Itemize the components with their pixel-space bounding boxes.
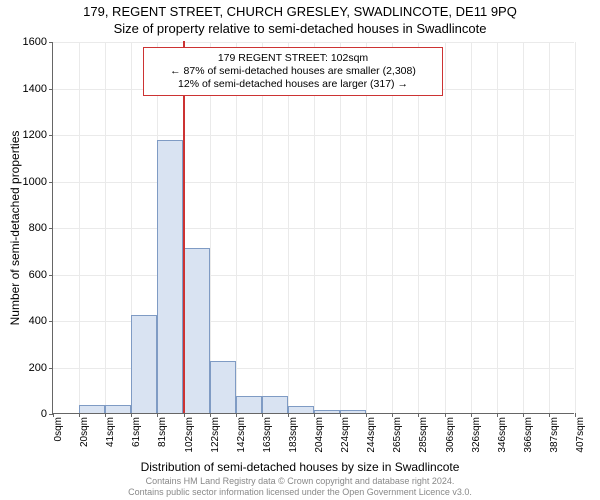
y-tick-mark (49, 228, 53, 229)
x-tick-label: 41sqm (105, 413, 116, 447)
x-tick-label: 326sqm (471, 413, 482, 453)
x-axis-label: Distribution of semi-detached houses by … (0, 460, 600, 474)
y-tick-mark (49, 321, 53, 322)
annotation-line: 179 REGENT STREET: 102sqm (150, 52, 436, 65)
x-tick-label: 204sqm (314, 413, 325, 453)
histogram-bar (79, 405, 105, 413)
gridline-v (262, 42, 263, 413)
x-tick-label: 102sqm (184, 413, 195, 453)
x-tick-label: 346sqm (497, 413, 508, 453)
x-tick-label: 20sqm (79, 413, 90, 447)
x-tick-mark (262, 413, 263, 417)
histogram-bar (314, 410, 340, 413)
histogram-bar (131, 315, 157, 413)
footer-attribution: Contains HM Land Registry data © Crown c… (0, 476, 600, 498)
x-tick-label: 407sqm (575, 413, 586, 453)
gridline-v (418, 42, 419, 413)
x-tick-mark (184, 413, 185, 417)
x-tick-mark (340, 413, 341, 417)
gridline-v (549, 42, 550, 413)
y-tick-mark (49, 89, 53, 90)
x-tick-label: 122sqm (210, 413, 221, 453)
gridline-v (392, 42, 393, 413)
y-tick-mark (49, 182, 53, 183)
annotation-box: 179 REGENT STREET: 102sqm← 87% of semi-d… (143, 47, 443, 96)
x-tick-mark (471, 413, 472, 417)
x-tick-label: 285sqm (418, 413, 429, 453)
gridline-v (366, 42, 367, 413)
x-tick-label: 183sqm (288, 413, 299, 453)
x-tick-mark (523, 413, 524, 417)
x-tick-mark (131, 413, 132, 417)
gridline-v (340, 42, 341, 413)
x-tick-mark (549, 413, 550, 417)
x-tick-mark (79, 413, 80, 417)
x-tick-label: 387sqm (549, 413, 560, 453)
x-tick-mark (366, 413, 367, 417)
gridline-v (445, 42, 446, 413)
y-tick-mark (49, 42, 53, 43)
x-tick-mark (53, 413, 54, 417)
x-tick-mark (445, 413, 446, 417)
x-tick-mark (236, 413, 237, 417)
x-tick-label: 142sqm (236, 413, 247, 453)
gridline-v (79, 42, 80, 413)
gridline-v (105, 42, 106, 413)
plot-area: 020040060080010001200140016000sqm20sqm41… (52, 42, 574, 414)
gridline-v (236, 42, 237, 413)
histogram-bar (105, 405, 131, 413)
x-tick-mark (314, 413, 315, 417)
footer-line-1: Contains HM Land Registry data © Crown c… (146, 476, 455, 486)
x-tick-label: 61sqm (131, 413, 142, 447)
x-tick-label: 224sqm (340, 413, 351, 453)
gridline-v (471, 42, 472, 413)
x-tick-mark (210, 413, 211, 417)
page-subtitle: Size of property relative to semi-detach… (0, 19, 600, 36)
footer-line-2: Contains public sector information licen… (128, 487, 472, 497)
gridline-v (575, 42, 576, 413)
histogram-bar (236, 396, 262, 413)
gridline-v (314, 42, 315, 413)
annotation-line: ← 87% of semi-detached houses are smalle… (150, 65, 436, 78)
subject-marker-line (183, 41, 185, 413)
x-tick-mark (497, 413, 498, 417)
x-tick-mark (392, 413, 393, 417)
x-tick-mark (157, 413, 158, 417)
histogram-bar (262, 396, 288, 413)
histogram-bar (210, 361, 236, 413)
histogram-bar (157, 140, 183, 413)
x-tick-mark (575, 413, 576, 417)
gridline-v (497, 42, 498, 413)
x-tick-label: 0sqm (53, 413, 64, 441)
gridline-v (210, 42, 211, 413)
y-axis-label: Number of semi-detached properties (8, 131, 22, 326)
x-tick-label: 163sqm (262, 413, 273, 453)
x-tick-label: 366sqm (523, 413, 534, 453)
x-tick-mark (105, 413, 106, 417)
gridline-v (288, 42, 289, 413)
chart-area: 020040060080010001200140016000sqm20sqm41… (52, 42, 574, 414)
histogram-bar (288, 406, 314, 413)
histogram-bar (340, 410, 366, 413)
x-tick-label: 244sqm (366, 413, 377, 453)
histogram-bar (184, 248, 210, 413)
annotation-line: 12% of semi-detached houses are larger (… (150, 78, 436, 91)
x-tick-label: 306sqm (445, 413, 456, 453)
y-tick-mark (49, 135, 53, 136)
y-tick-mark (49, 368, 53, 369)
x-tick-mark (288, 413, 289, 417)
x-tick-mark (418, 413, 419, 417)
gridline-v (523, 42, 524, 413)
page-title: 179, REGENT STREET, CHURCH GRESLEY, SWAD… (0, 0, 600, 19)
x-tick-label: 265sqm (392, 413, 403, 453)
x-tick-label: 81sqm (157, 413, 168, 447)
y-tick-mark (49, 275, 53, 276)
